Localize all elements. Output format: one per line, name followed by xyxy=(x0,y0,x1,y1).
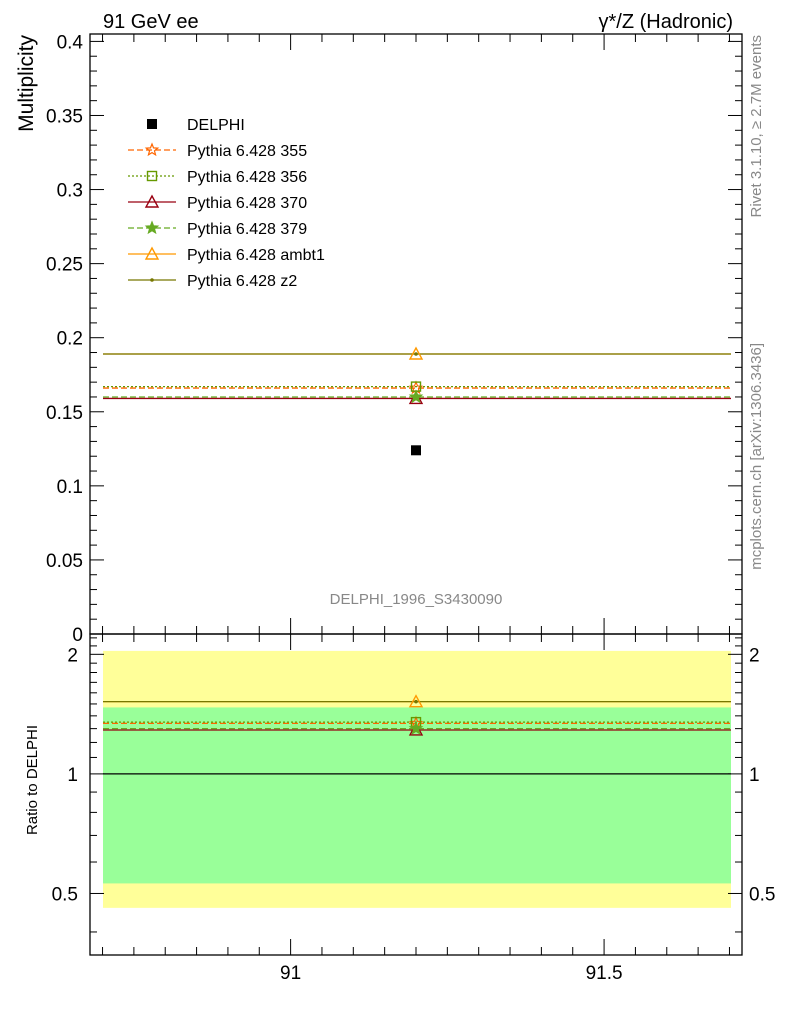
ratio-band-1-sigma xyxy=(103,707,731,884)
header-right-label: γ*/Z (Hadronic) xyxy=(599,11,733,33)
main-marker-5 xyxy=(408,346,424,360)
main-y-tick-label-8: 0.4 xyxy=(57,32,84,53)
ratio-y-tick-label-left-0: 0.5 xyxy=(52,884,78,905)
legend-marker-5 xyxy=(144,246,160,260)
legend-marker-3 xyxy=(144,194,160,208)
main-y-tick-label-5: 0.25 xyxy=(46,255,83,276)
legend-label-6: Pythia 6.428 z2 xyxy=(187,273,297,290)
main-y-axis-label: Multiplicity xyxy=(15,35,38,132)
ratio-y-axis-label: Ratio to DELPHI xyxy=(24,725,41,835)
rivet-version-label: Rivet 3.1.10, ≥ 2.7M events xyxy=(748,35,765,218)
legend-label-4: Pythia 6.428 379 xyxy=(187,221,307,238)
main-y-tick-label-1: 0.05 xyxy=(46,551,83,572)
main-data-point xyxy=(411,445,421,456)
legend-marker-1 xyxy=(144,142,160,157)
header-left-label: 91 GeV ee xyxy=(103,11,199,33)
main-marker-6 xyxy=(414,352,418,356)
main-y-tick-label-2: 0.1 xyxy=(57,477,83,498)
legend-label-5: Pythia 6.428 ambt1 xyxy=(187,247,325,264)
ratio-y-tick-label-right-0: 0.5 xyxy=(749,884,775,905)
main-y-tick-label-7: 0.35 xyxy=(46,106,83,127)
legend-label-2: Pythia 6.428 356 xyxy=(187,169,307,186)
legend-marker-6 xyxy=(150,278,154,282)
main-y-tick-label-3: 0.15 xyxy=(46,403,83,424)
ratio-y-tick-label-right-1: 1 xyxy=(749,765,760,786)
legend-marker-4 xyxy=(144,220,160,235)
ratio-y-tick-label-right-2: 2 xyxy=(749,645,760,666)
ratio-y-tick-label-left-1: 1 xyxy=(67,765,78,786)
axis-ticks: 0 0.05 0.1 0.15 0.2 0.25 0.3 0.35 0.4 91 91.5 0.5 0.… xyxy=(46,32,775,984)
legend-marker-2 xyxy=(146,170,158,182)
legend: DELPHI Pythia 6.428 355 Pythia 6.428 356 Py… xyxy=(128,117,325,290)
analysis-id-label: DELPHI_1996_S3430090 xyxy=(330,591,503,608)
mcplots-label: mcplots.cern.ch [arXiv:1306.3436] xyxy=(748,343,765,570)
series-markers xyxy=(408,346,424,736)
legend-label-0: DELPHI xyxy=(187,117,245,134)
main-y-tick-label-4: 0.2 xyxy=(57,329,83,350)
x-tick-label-0: 91 xyxy=(280,963,301,984)
ratio-marker-5 xyxy=(408,694,424,708)
legend-marker-0 xyxy=(147,119,157,129)
ratio-bands xyxy=(103,650,731,908)
main-marker-4 xyxy=(408,389,424,404)
ratio-marker-4 xyxy=(408,720,424,735)
main-y-tick-label-0: 0 xyxy=(72,625,83,646)
x-tick-label-1: 91.5 xyxy=(586,963,623,984)
legend-label-1: Pythia 6.428 355 xyxy=(187,143,307,160)
ratio-marker-6 xyxy=(414,699,418,704)
main-y-tick-label-6: 0.3 xyxy=(57,181,83,202)
ratio-y-tick-label-left-2: 2 xyxy=(67,645,78,666)
legend-label-3: Pythia 6.428 370 xyxy=(187,195,307,212)
